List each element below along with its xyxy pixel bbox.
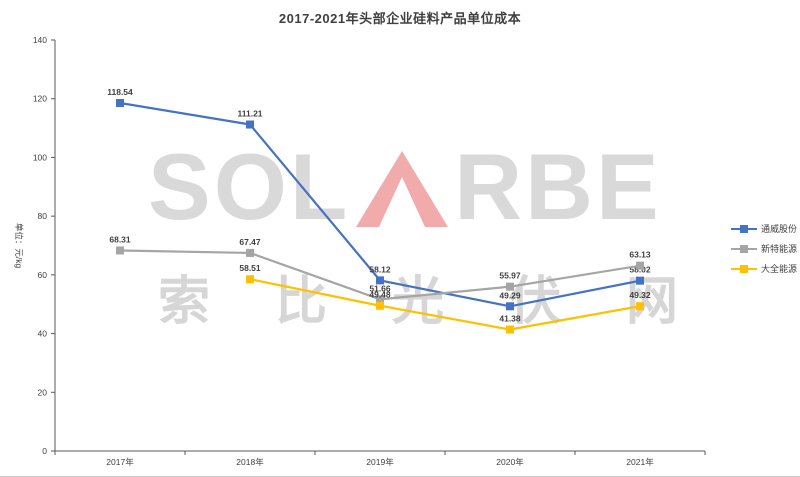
watermark-subtext-char: 索: [158, 273, 211, 331]
watermark-subtext-char: 网: [625, 273, 678, 331]
solarbe-a-triangle-icon: [356, 151, 449, 227]
data-point-marker: [506, 325, 514, 334]
data-point-label: 58.02: [629, 265, 651, 275]
data-point-label: 118.54: [107, 87, 133, 97]
y-axis-tick-label: 40: [38, 329, 48, 339]
legend-item-通威股份: 通威股份: [730, 222, 797, 235]
data-point-label: 49.48: [369, 290, 391, 300]
data-point-marker: [116, 99, 124, 108]
data-point-marker: [636, 276, 644, 285]
watermark-subtext-char: 比: [274, 273, 327, 331]
solarbe-watermark: SOL RBE: [148, 140, 662, 234]
data-point-marker: [116, 246, 124, 255]
data-point-label: 68.31: [109, 234, 131, 244]
legend-item-大全能源: 大全能源: [730, 262, 797, 275]
data-point-label: 58.12: [369, 264, 391, 274]
x-axis-tick-label: 2017年: [106, 457, 134, 467]
data-point-marker: [506, 302, 514, 311]
data-point-label: 49.29: [499, 290, 521, 300]
legend-marker-icon: [730, 224, 757, 233]
series-line-通威股份: [119, 101, 641, 308]
data-point-marker: [246, 275, 254, 284]
watermark-text-right: RBE: [454, 134, 662, 239]
legend-marker-icon: [730, 264, 757, 273]
data-point-marker: [376, 295, 384, 304]
legend-label: 通威股份: [760, 224, 797, 234]
y-axis-tick-label: 0: [42, 446, 47, 456]
series-line-大全能源: [249, 278, 641, 331]
data-point-marker: [636, 302, 644, 311]
data-point-label: 55.97: [499, 271, 521, 281]
legend-marker-icon: [730, 244, 757, 253]
y-axis-tick-label: 80: [38, 211, 48, 221]
y-axis-title: 单位：元/kg: [14, 223, 24, 269]
data-point-marker: [246, 120, 254, 129]
legend-label: 大全能源: [760, 264, 797, 274]
chart-title: 2017-2021年头部企业硅料产品单位成本: [278, 11, 522, 26]
y-axis-tick-label: 20: [38, 387, 48, 397]
x-axis-tick-label: 2019年: [366, 457, 394, 467]
data-point-marker: [636, 261, 644, 270]
chart-legend: 通威股份新特能源大全能源: [730, 222, 797, 275]
x-axis-tick-label: 2018年: [236, 457, 264, 467]
data-point-label: 63.13: [629, 250, 651, 260]
y-axis-tick-label: 60: [38, 270, 48, 280]
x-axis-tick-label: 2021年: [626, 457, 654, 467]
y-axis-tick-label: 140: [33, 35, 47, 45]
data-point-label: 111.21: [237, 109, 262, 119]
watermark-text-left: SOL: [148, 134, 351, 239]
data-point-marker: [246, 248, 254, 257]
legend-label: 新特能源: [760, 244, 797, 254]
y-axis-tick-label: 120: [33, 94, 47, 104]
legend-item-新特能源: 新特能源: [730, 242, 797, 255]
data-point-marker: [376, 301, 384, 310]
data-point-marker: [506, 282, 514, 291]
data-point-label: 51.66: [369, 283, 391, 293]
x-axis-tick-label: 2020年: [496, 457, 524, 467]
data-point-label: 41.38: [499, 314, 521, 324]
data-point-label: 67.47: [239, 237, 261, 247]
data-point-label: 58.51: [239, 263, 261, 273]
y-axis-tick-label: 100: [33, 152, 47, 162]
data-point-marker: [376, 276, 384, 285]
data-point-label: 49.32: [629, 290, 651, 300]
